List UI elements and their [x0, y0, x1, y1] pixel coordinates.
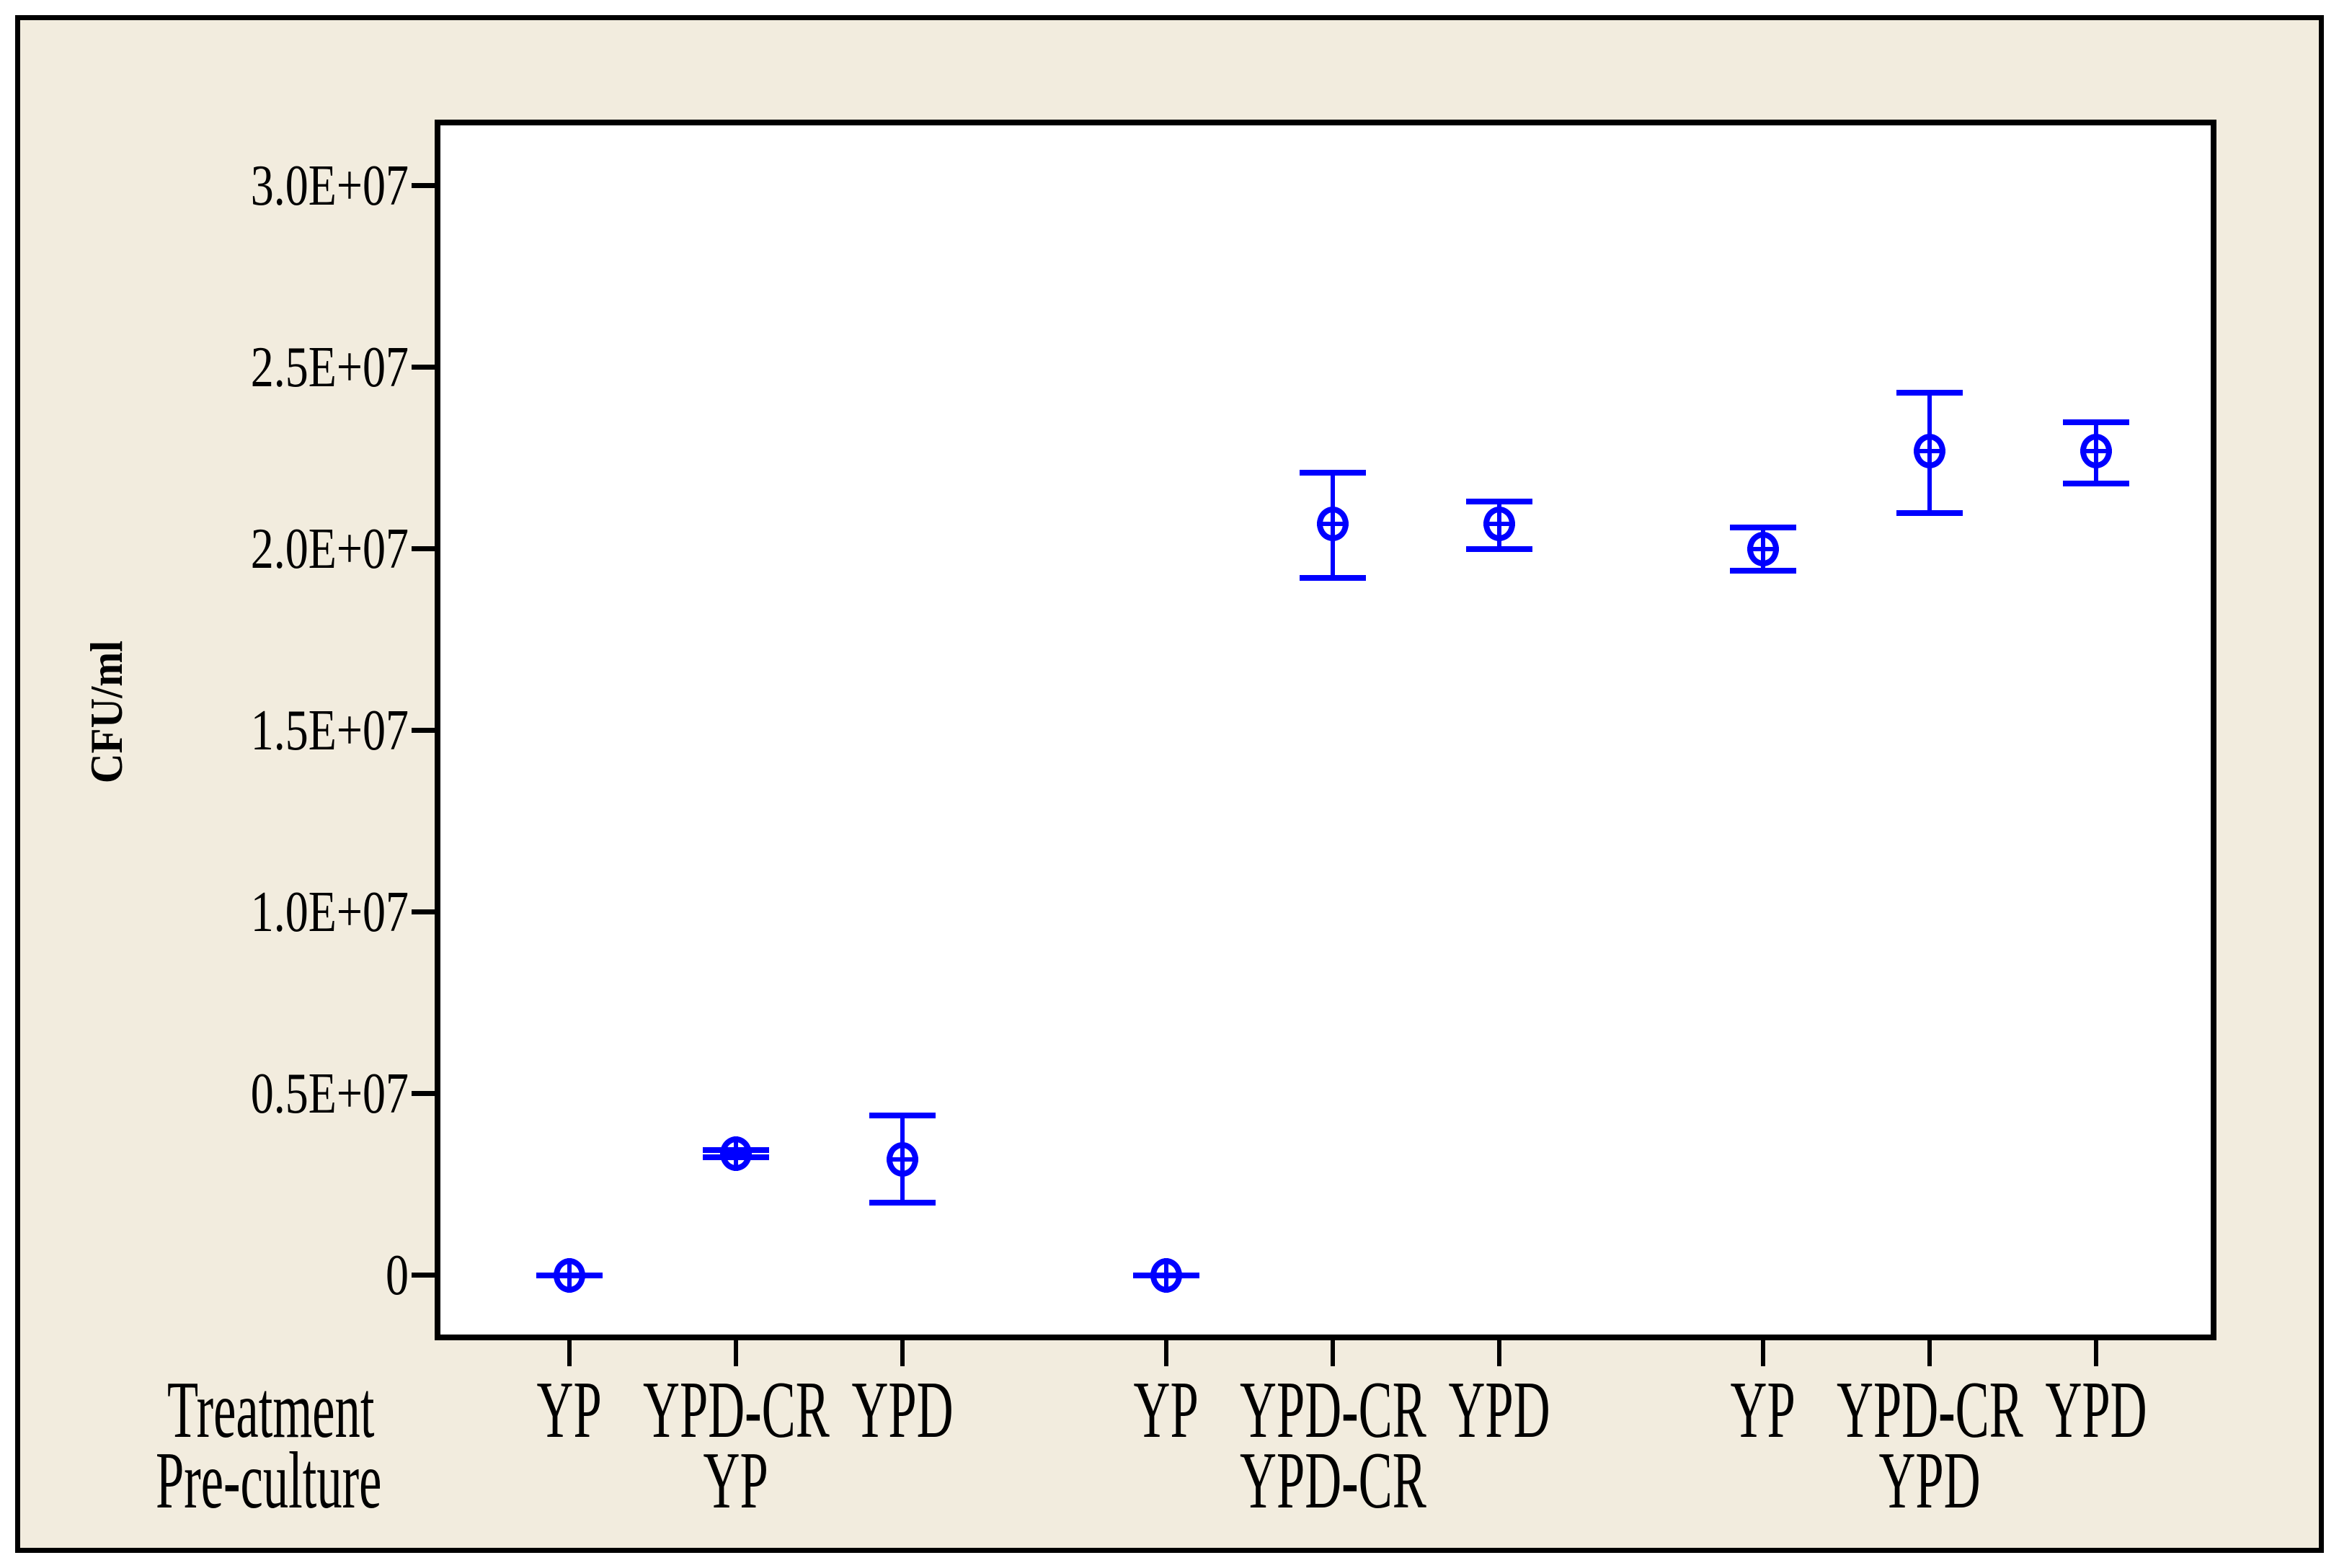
ci-cap-top	[1730, 524, 1796, 530]
x-axis-tick	[734, 1340, 738, 1366]
treatment-label: YPD	[1326, 1370, 1672, 1451]
ci-cap-bottom	[1730, 568, 1796, 574]
mean-marker-circle	[887, 1141, 918, 1177]
y-axis-tick	[412, 728, 435, 733]
y-axis-tick	[412, 909, 435, 914]
mean-marker-circle	[720, 1136, 752, 1172]
treatment-label-text: YP	[536, 1366, 603, 1455]
mean-marker-circle	[1747, 532, 1779, 566]
y-axis-tick-label: 0	[0, 1245, 409, 1306]
treatment-label: YPD-CR	[1757, 1370, 2103, 1451]
treatment-label-text: YP	[1133, 1366, 1199, 1455]
y-axis-tick	[412, 546, 435, 551]
mean-marker-circle	[554, 1258, 585, 1293]
ci-cap-top	[1466, 499, 1532, 505]
mean-marker-circle	[2080, 433, 2112, 468]
ci-cap-bottom	[1466, 546, 1532, 552]
y-axis-tick	[412, 1273, 435, 1278]
treatment-label-text: YPD	[2045, 1366, 2147, 1455]
treatment-label-text: YP	[1730, 1366, 1796, 1455]
ci-cap-bottom	[869, 1200, 936, 1206]
y-axis-tick-label: 3.0E+07	[0, 156, 409, 216]
y-axis-tick-label-text: 0.5E+07	[250, 1062, 409, 1126]
y-axis-tick	[412, 1091, 435, 1096]
x-axis-tick	[2094, 1340, 2098, 1366]
treatment-label: YPD-CR	[563, 1370, 909, 1451]
treatment-label: YP	[396, 1370, 742, 1451]
ci-cap-top	[2063, 419, 2129, 425]
ci-cap-top	[869, 1113, 936, 1119]
ci-cap-bottom	[1300, 575, 1366, 582]
ci-cap-bottom	[2063, 481, 2129, 487]
x-axis-tick	[1761, 1340, 1765, 1366]
treatment-label: YP	[993, 1370, 1339, 1451]
mean-marker-circle	[1317, 506, 1349, 541]
x-axis-tick	[1497, 1340, 1501, 1366]
mean-marker-circle	[1150, 1258, 1182, 1293]
treatment-label: YPD	[729, 1370, 1075, 1451]
y-axis-tick-label-text: 1.0E+07	[250, 881, 409, 944]
treatment-label-text: YPD	[1448, 1366, 1550, 1455]
x-axis-tick	[900, 1340, 905, 1366]
y-axis-tick-label-text: 3.0E+07	[250, 154, 409, 218]
y-axis-tick-label: 2.0E+07	[0, 519, 409, 579]
x-axis-tick	[1164, 1340, 1168, 1366]
pre-culture-group-label-text: YPD-CR	[1239, 1436, 1426, 1525]
treatment-label-text: YPD-CR	[1836, 1366, 2023, 1455]
ci-cap-top	[1896, 390, 1963, 396]
ci-cap-bottom	[1896, 509, 1963, 516]
pre-culture-group-label: YPD-CR	[1160, 1440, 1506, 1521]
treatment-label-text: YPD	[851, 1366, 954, 1455]
y-axis-tick-label-text: 2.5E+07	[250, 336, 409, 399]
y-axis-tick-label: 2.5E+07	[0, 337, 409, 398]
x-axis-row-header-preculture: Pre-culture	[156, 1436, 382, 1525]
y-axis-tick-label: 1.0E+07	[0, 882, 409, 943]
pre-culture-group-label: YPD	[1757, 1440, 2103, 1521]
mean-marker-circle	[1483, 506, 1515, 541]
y-axis-tick	[412, 183, 435, 188]
x-axis-tick	[1331, 1340, 1335, 1366]
plot-area	[435, 120, 2216, 1340]
treatment-label: YP	[1590, 1370, 1936, 1451]
pre-culture-group-label: YP	[563, 1440, 909, 1521]
treatment-label-text: YPD-CR	[642, 1366, 830, 1455]
x-axis-tick	[567, 1340, 572, 1366]
mean-marker-circle	[1914, 433, 1945, 468]
ci-cap-top	[1300, 470, 1366, 476]
y-axis-tick-label-text: 1.5E+07	[250, 699, 409, 762]
y-axis-tick	[412, 365, 435, 370]
y-axis-tick-label: 0.5E+07	[0, 1064, 409, 1124]
y-axis-tick-label-text: 0	[386, 1244, 409, 1307]
treatment-label-text: YPD-CR	[1239, 1366, 1426, 1455]
y-axis-tick-label: 1.5E+07	[0, 700, 409, 761]
pre-culture-group-label-text: YP	[703, 1436, 769, 1525]
x-axis-row-header-treatment: Treatment	[167, 1366, 375, 1455]
treatment-label: YPD-CR	[1160, 1370, 1506, 1451]
y-axis-tick-label-text: 2.0E+07	[250, 517, 409, 581]
x-axis-tick	[1927, 1340, 1932, 1366]
pre-culture-group-label-text: YPD	[1878, 1436, 1981, 1525]
treatment-label: YPD	[1923, 1370, 2269, 1451]
